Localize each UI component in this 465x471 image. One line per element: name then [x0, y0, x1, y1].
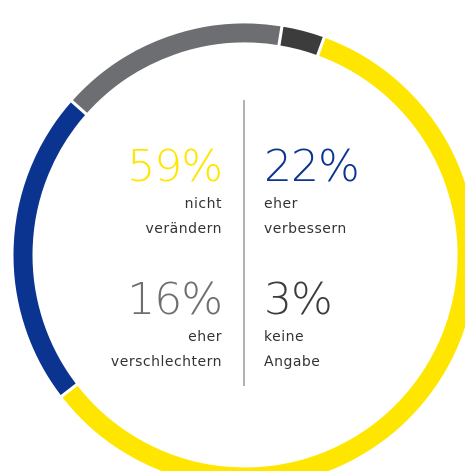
donut-segment — [277, 23, 327, 59]
category-label: keine Angabe — [264, 329, 321, 370]
category-label: eher verschlechtern — [110, 329, 222, 370]
category-label: eher verbessern — [264, 196, 347, 237]
value-label: 59% — [127, 141, 223, 192]
value-label: 16% — [127, 274, 223, 325]
donut-segment — [10, 98, 90, 400]
value-label: 3% — [264, 274, 333, 325]
donut-segment — [68, 20, 284, 118]
category-label: nicht verändern — [145, 196, 223, 237]
donut-segment — [58, 34, 465, 471]
value-label: 22% — [264, 141, 360, 192]
